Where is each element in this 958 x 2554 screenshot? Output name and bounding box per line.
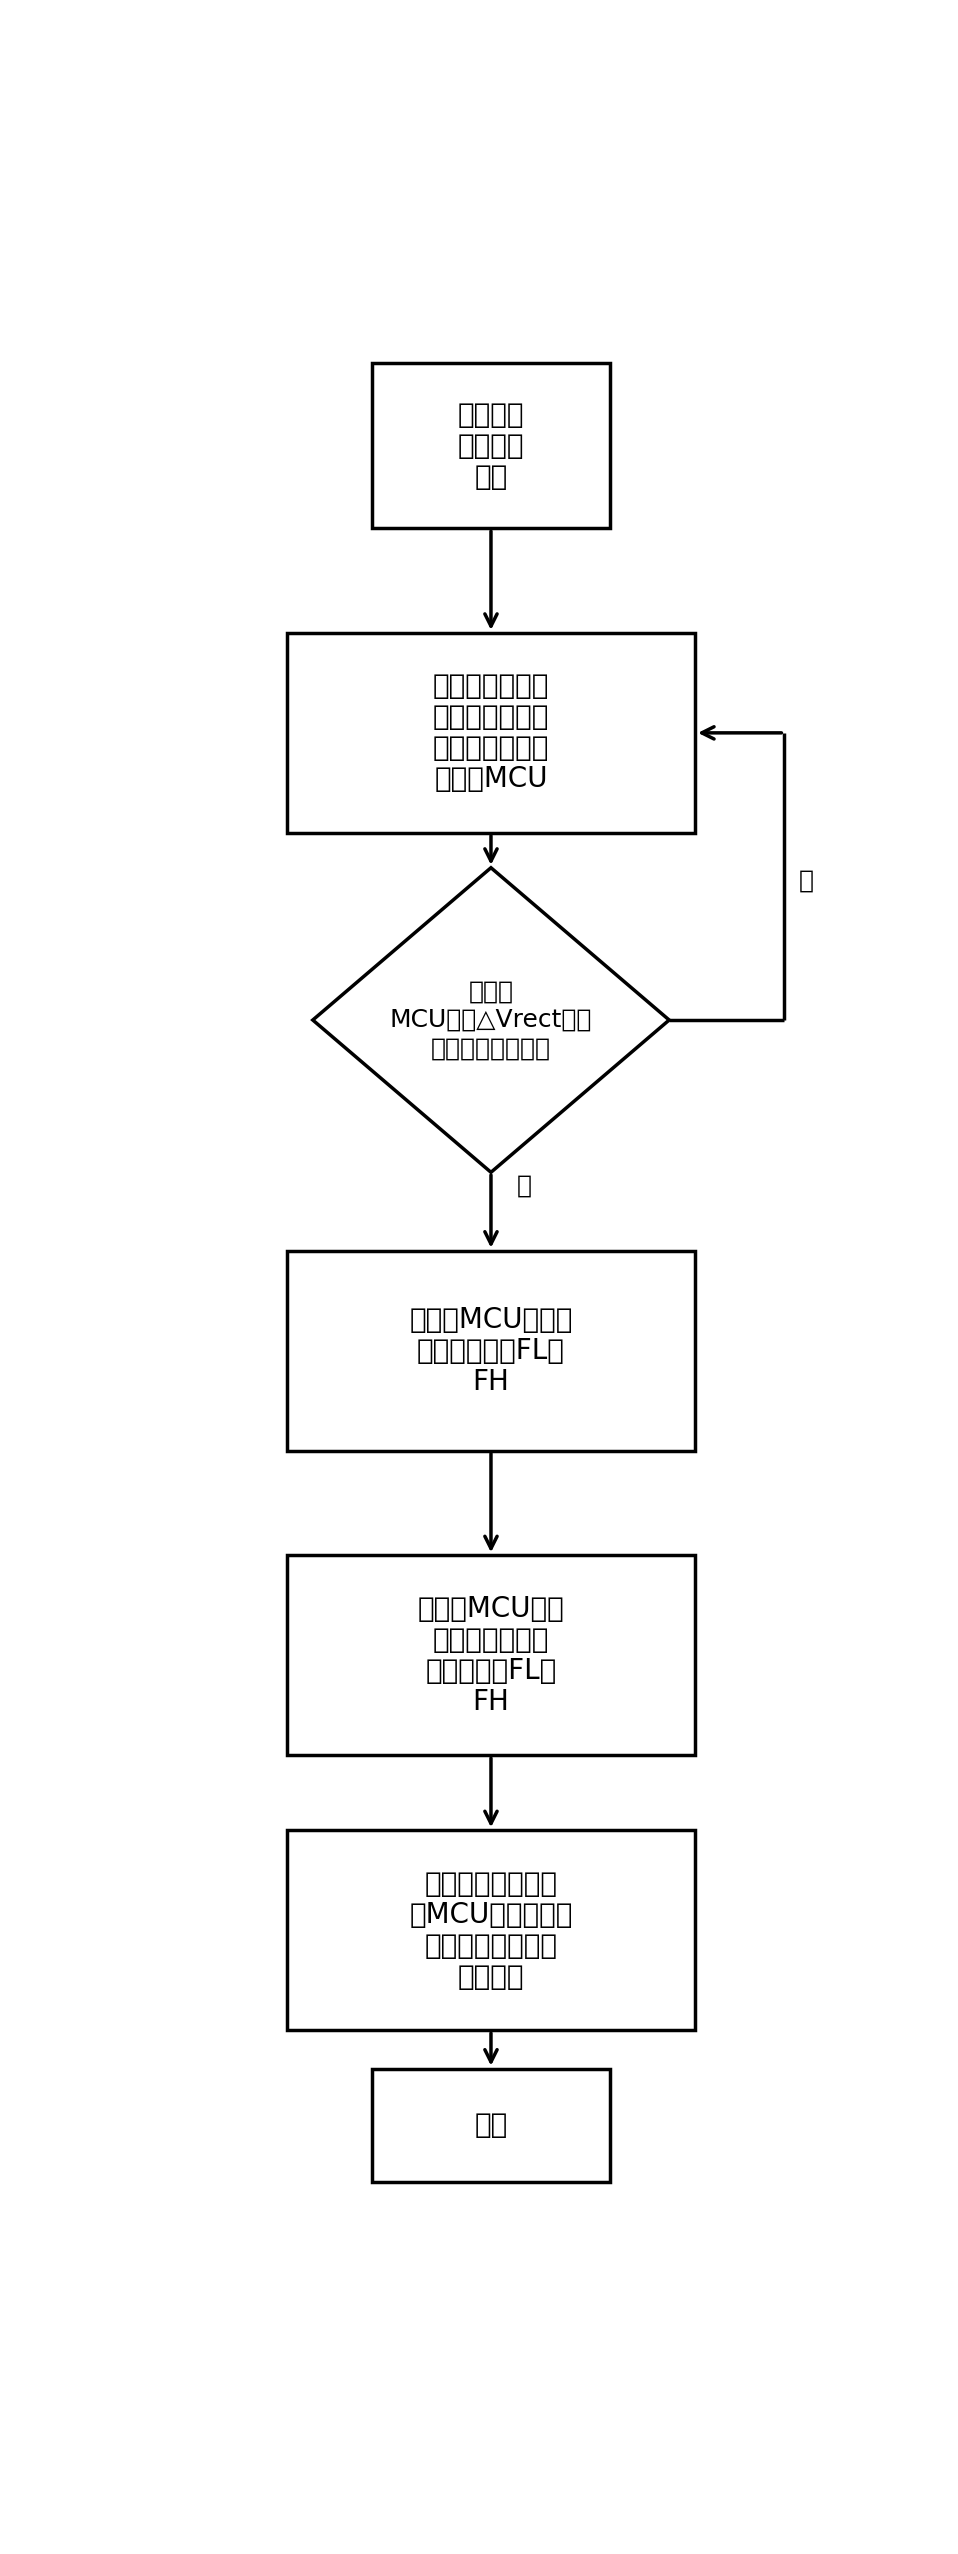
FancyBboxPatch shape	[286, 1555, 696, 1755]
Text: 电能并实时将整: 电能并实时将整	[433, 702, 549, 730]
Text: 逆变电路根据发射: 逆变电路根据发射	[424, 1870, 558, 1898]
Text: 端MCU的控制信号: 端MCU的控制信号	[409, 1900, 573, 1928]
FancyBboxPatch shape	[372, 2069, 609, 2181]
Text: 调整无线发射端的: 调整无线发射端的	[424, 1931, 558, 1959]
Text: 否: 否	[517, 1172, 532, 1198]
Text: FH: FH	[472, 1688, 510, 1716]
Text: 式计算相应的FL或: 式计算相应的FL或	[417, 1336, 565, 1364]
Text: 接收端MCU根据公: 接收端MCU根据公	[409, 1305, 573, 1333]
Text: 流后电压输入至: 流后电压输入至	[433, 736, 549, 764]
FancyBboxPatch shape	[286, 633, 696, 833]
Text: 统的工作频率切: 统的工作频率切	[433, 1627, 549, 1655]
Text: 发射端MCU将系: 发射端MCU将系	[418, 1594, 564, 1622]
Text: 换到相应的FL或: 换到相应的FL或	[425, 1658, 557, 1686]
FancyBboxPatch shape	[372, 363, 609, 529]
Text: 系统: 系统	[474, 462, 508, 490]
Text: 启动无线: 启动无线	[458, 401, 524, 429]
Text: 是否在预设范围内: 是否在预设范围内	[431, 1037, 551, 1060]
Text: 输出频率: 输出频率	[458, 1961, 524, 1990]
Text: 结束: 结束	[474, 2112, 508, 2140]
FancyBboxPatch shape	[286, 1831, 696, 2030]
Text: 接收端: 接收端	[468, 978, 513, 1004]
Text: 接收端MCU: 接收端MCU	[434, 766, 548, 794]
FancyBboxPatch shape	[286, 1251, 696, 1451]
Text: 电能传输: 电能传输	[458, 432, 524, 460]
Polygon shape	[312, 868, 669, 1172]
Text: MCU判断△Vrect变化: MCU判断△Vrect变化	[390, 1009, 592, 1032]
Text: FH: FH	[472, 1369, 510, 1394]
Text: 无线接收端接收: 无线接收端接收	[433, 672, 549, 700]
Text: 是: 是	[799, 868, 814, 894]
